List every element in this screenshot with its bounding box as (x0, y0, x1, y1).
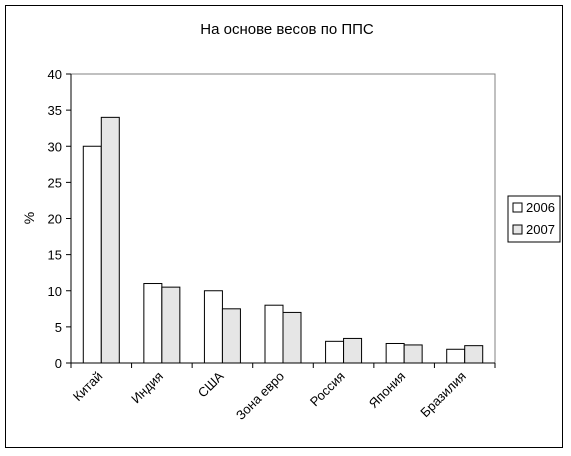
x-category-label: Зона евро (233, 369, 287, 423)
x-category-label: США (195, 368, 227, 400)
x-axis: Китай Индия США Зона евро Россия Япония Бразил… (70, 363, 495, 423)
bar-2007-0 (101, 117, 119, 363)
legend: 2006 2007 (508, 196, 560, 242)
y-tick-label: 0 (55, 356, 62, 371)
y-axis-label: % (21, 212, 37, 224)
bar-2006-1 (144, 284, 162, 363)
bar-2006-3 (265, 305, 283, 363)
x-category-label: Китай (70, 369, 105, 404)
bar-2006-4 (326, 341, 344, 363)
bar-2007-2 (222, 309, 240, 363)
bars-group (83, 117, 482, 363)
legend-label: 2007 (526, 222, 555, 237)
bar-2007-4 (344, 338, 362, 363)
x-category-label: Индия (128, 369, 166, 407)
x-category-label: Бразилия (417, 369, 469, 421)
bar-2007-1 (162, 287, 180, 363)
y-tick-label: 5 (55, 320, 62, 335)
x-category-label: Япония (366, 369, 409, 412)
y-tick-label: 20 (48, 212, 62, 227)
chart-title: На основе весов по ППС (200, 21, 374, 38)
legend-label: 2006 (526, 200, 555, 215)
y-tick-label: 10 (48, 284, 62, 299)
bar-2006-6 (447, 349, 465, 363)
y-tick-label: 40 (48, 67, 62, 82)
bar-2006-0 (83, 146, 101, 363)
y-tick-label: 30 (48, 139, 62, 154)
bar-2007-5 (404, 345, 422, 363)
bar-2006-5 (386, 343, 404, 363)
x-category-label: Россия (307, 369, 348, 410)
legend-swatch-2006 (513, 203, 522, 212)
y-tick-label: 25 (48, 175, 62, 190)
y-tick-label: 35 (48, 103, 62, 118)
bar-2007-3 (283, 312, 301, 363)
legend-swatch-2007 (513, 225, 522, 234)
bar-2006-2 (204, 291, 222, 363)
y-tick-label: 15 (48, 248, 62, 263)
bar-2007-6 (465, 346, 483, 363)
y-axis: 0 5 10 15 20 25 30 35 40 (48, 67, 71, 371)
